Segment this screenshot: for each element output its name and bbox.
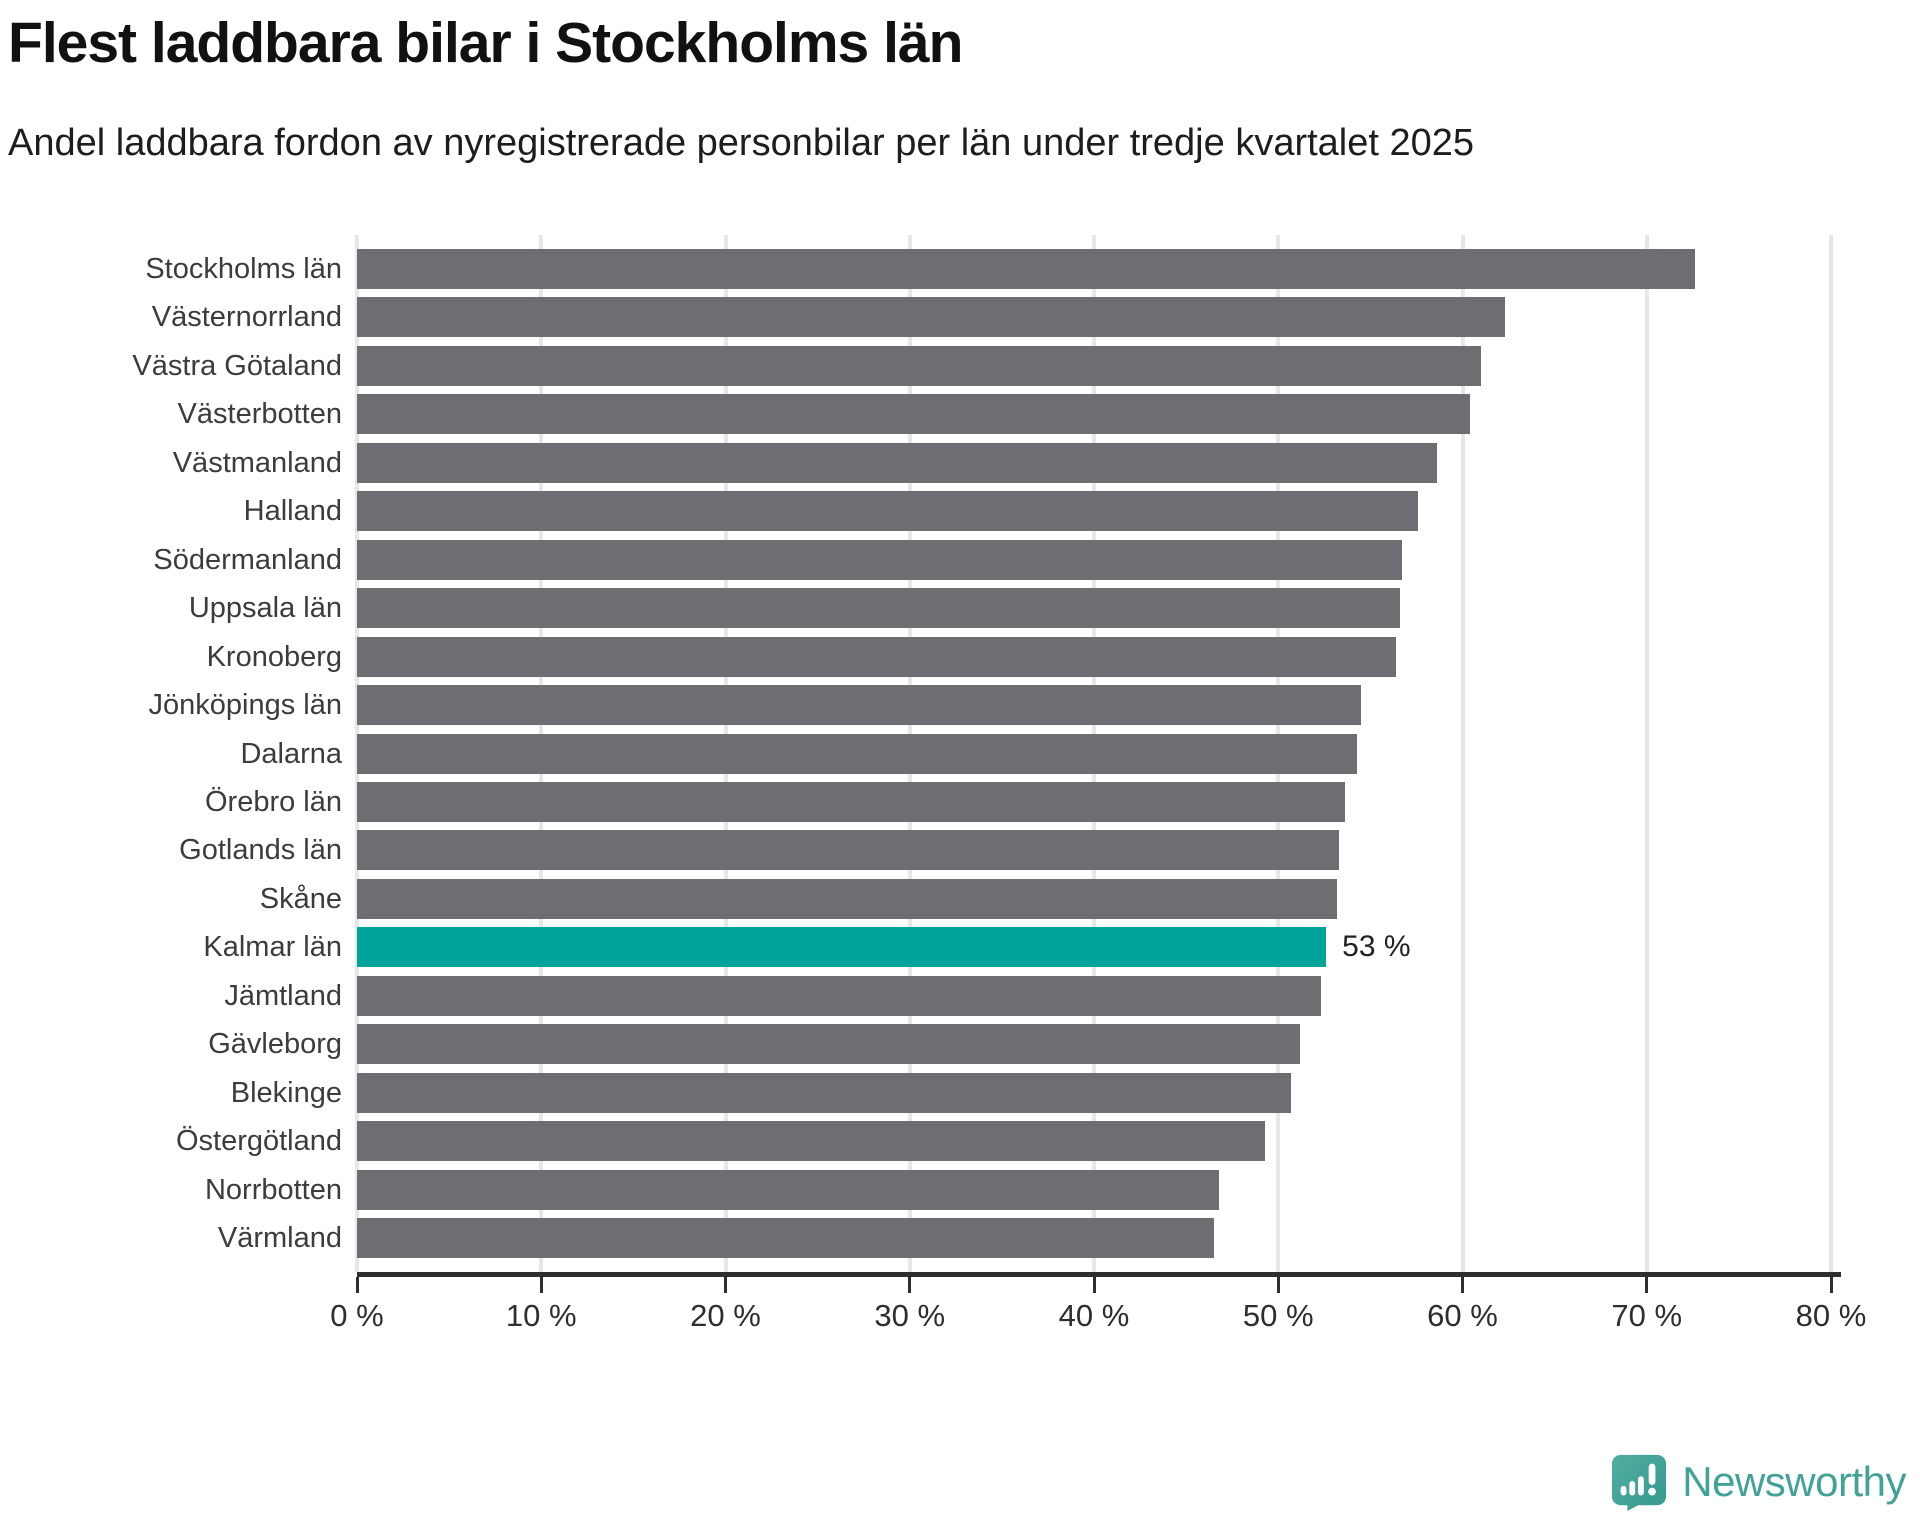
category-label: Östergötland (175, 1125, 342, 1158)
bar (357, 685, 1362, 726)
category-label: Kalmar län (203, 931, 342, 964)
category-label: Kronoberg (206, 640, 342, 673)
bar (357, 394, 1470, 435)
highlight-value-label: 53 % (1342, 930, 1411, 964)
category-label: Blekinge (230, 1076, 342, 1109)
gridline (1460, 235, 1465, 1272)
category-label: Gävleborg (208, 1028, 342, 1061)
x-axis-tick (1276, 1277, 1280, 1293)
x-axis-tick (355, 1277, 359, 1293)
bar-row: Jämtland (0, 975, 1920, 1016)
bar-row: Gävleborg (0, 1024, 1920, 1065)
bar-row: Östergötland (0, 1121, 1920, 1162)
bar-row: Uppsala län (0, 588, 1920, 629)
x-axis-tick-label: 10 % (505, 1298, 577, 1333)
x-axis-tick (908, 1277, 912, 1293)
x-axis-line (357, 1272, 1841, 1277)
category-label: Gotlands län (179, 834, 342, 867)
x-axis-tick (1829, 1277, 1833, 1293)
x-axis-tick (539, 1277, 543, 1293)
category-label: Halland (243, 495, 342, 528)
brand-name: Newsworthy (1682, 1458, 1906, 1505)
bar-row: Dalarna (0, 733, 1920, 774)
category-label: Västmanland (172, 446, 342, 479)
bar (357, 878, 1338, 919)
highlighted-bar (357, 927, 1327, 968)
category-label: Södermanland (153, 543, 342, 576)
bar (357, 733, 1358, 774)
x-axis-tick (724, 1277, 727, 1293)
category-label: Skåne (259, 882, 342, 915)
bar-row: Stockholms län (0, 249, 1920, 289)
x-axis-tick (1092, 1277, 1096, 1293)
bar-row: Södermanland (0, 539, 1920, 580)
x-axis-tick (1461, 1277, 1464, 1293)
category-label: Västra Götaland (132, 349, 342, 382)
bar (357, 249, 1695, 289)
bar-row: Jönköpings län (0, 685, 1920, 726)
bar (357, 830, 1340, 871)
newsworthy-logo-icon (1612, 1454, 1667, 1511)
brand-footer: Newsworthy (1610, 1452, 1906, 1512)
bar-row: Västernorrland (0, 297, 1920, 338)
x-axis-tick-label: 60 % (1427, 1298, 1498, 1333)
bar (357, 781, 1345, 822)
bar (357, 442, 1437, 483)
bar (357, 345, 1481, 386)
bar (357, 491, 1419, 532)
category-label: Norrbotten (204, 1173, 342, 1206)
bar-row: Blekinge (0, 1072, 1920, 1113)
bar-row: Gotlands län (0, 830, 1920, 871)
bar-row: Kronoberg (0, 636, 1920, 677)
gridline (1829, 235, 1833, 1272)
bar (357, 1072, 1292, 1113)
x-axis-tick-label: 30 % (874, 1298, 946, 1333)
gridline (1644, 235, 1649, 1272)
chart-title: Flest laddbara bilar i Stockholms län (8, 11, 963, 75)
bar (357, 1024, 1301, 1065)
x-axis-tick-label: 80 % (1795, 1298, 1867, 1333)
bar-row: Halland (0, 491, 1920, 532)
category-label: Värmland (217, 1222, 342, 1254)
x-axis-tick-label: 40 % (1058, 1298, 1130, 1333)
category-label: Västerbotten (177, 398, 342, 431)
bar-row: Skåne (0, 878, 1920, 919)
category-label: Västernorrland (151, 301, 342, 334)
bar (357, 297, 1505, 338)
category-label: Dalarna (240, 737, 342, 770)
bar (357, 975, 1321, 1016)
x-axis-tick-label: 70 % (1611, 1298, 1683, 1333)
bar (357, 1121, 1266, 1162)
chart-subtitle: Andel laddbara fordon av nyregistrerade … (8, 122, 1475, 164)
bar-row: Kalmar län 53 % (0, 927, 1920, 968)
category-label: Jönköpings län (148, 689, 342, 722)
x-axis-tick-label: 20 % (690, 1298, 761, 1333)
x-axis-tick-label: 50 % (1242, 1298, 1314, 1333)
bar-row: Västerbotten (0, 394, 1920, 435)
category-label: Uppsala län (188, 592, 342, 625)
x-axis-tick-label: 0 % (330, 1298, 384, 1333)
x-axis-tick (1645, 1277, 1649, 1293)
bar (357, 636, 1397, 677)
bar (357, 539, 1402, 580)
bar (357, 1218, 1214, 1258)
bar-row: Västra Götaland (0, 345, 1920, 386)
category-label: Örebro län (204, 785, 342, 818)
bar-row: Värmland (0, 1218, 1920, 1258)
category-label: Jämtland (224, 979, 342, 1012)
bar-row: Västmanland (0, 442, 1920, 483)
bar (357, 588, 1400, 629)
category-label: Stockholms län (145, 253, 342, 285)
bar-row: Örebro län (0, 781, 1920, 822)
bar-row: Norrbotten (0, 1169, 1920, 1210)
bar (357, 1169, 1220, 1210)
